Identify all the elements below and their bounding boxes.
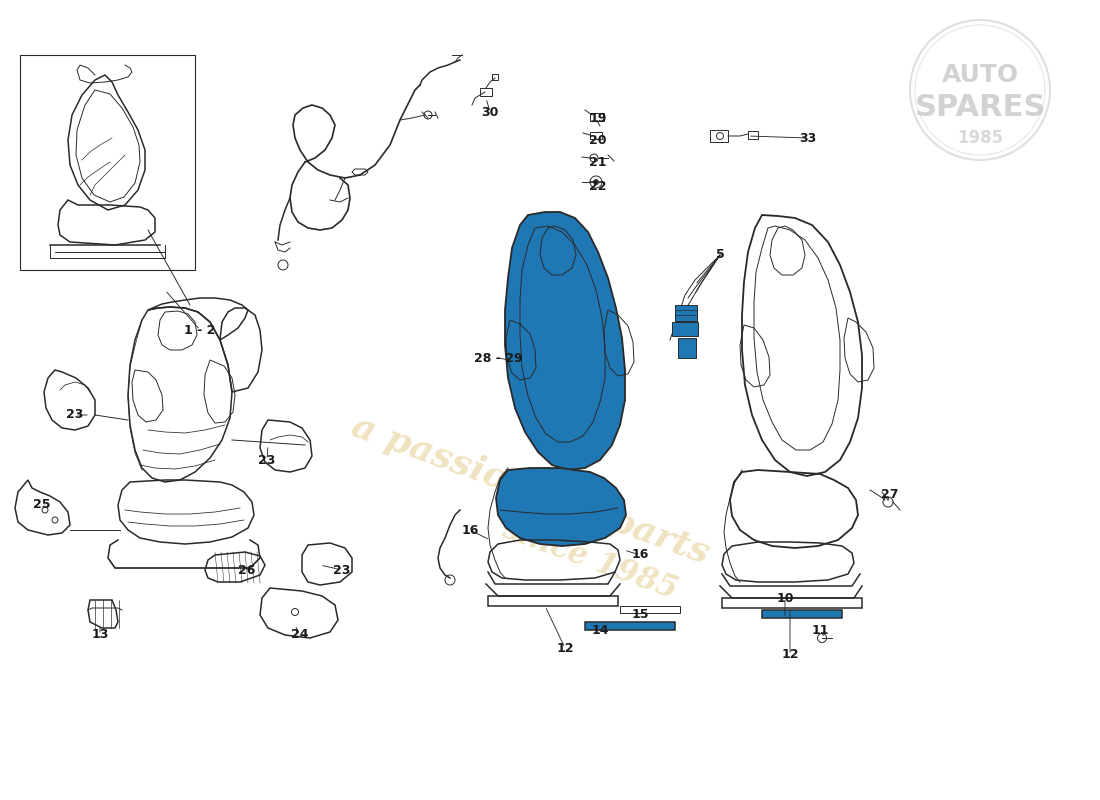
Text: 25: 25	[33, 498, 51, 511]
Text: 24: 24	[292, 629, 309, 642]
Polygon shape	[505, 212, 625, 470]
Text: 26: 26	[239, 563, 255, 577]
Bar	[492, 74, 498, 80]
Text: 14: 14	[592, 623, 608, 637]
Text: 19: 19	[590, 111, 607, 125]
Text: 10: 10	[777, 591, 794, 605]
Text: 1 - 2: 1 - 2	[185, 323, 216, 337]
Bar	[710, 130, 728, 142]
Text: 11: 11	[812, 623, 828, 637]
Text: since 1985: since 1985	[498, 514, 682, 606]
Bar	[722, 598, 862, 608]
Text: 27: 27	[881, 489, 899, 502]
Polygon shape	[496, 468, 626, 546]
Text: 23: 23	[333, 563, 351, 577]
Text: 21: 21	[590, 157, 607, 170]
Text: 23: 23	[66, 409, 84, 422]
Text: 12: 12	[557, 642, 574, 654]
Text: 28 - 29: 28 - 29	[474, 351, 522, 365]
Bar	[678, 338, 696, 358]
Bar	[585, 622, 675, 630]
Bar	[488, 596, 618, 606]
Text: 12: 12	[781, 649, 799, 662]
Text: 33: 33	[800, 131, 816, 145]
Text: 20: 20	[590, 134, 607, 146]
Bar	[590, 132, 602, 139]
Text: AUTO: AUTO	[942, 63, 1019, 87]
Text: 16: 16	[461, 523, 478, 537]
Text: 15: 15	[631, 607, 649, 621]
Text: 30: 30	[482, 106, 498, 118]
Text: SPARES: SPARES	[914, 94, 1046, 122]
Bar	[675, 305, 697, 321]
Bar	[590, 113, 604, 121]
Text: 16: 16	[631, 549, 649, 562]
Text: 13: 13	[91, 629, 109, 642]
Text: a passion for parts: a passion for parts	[346, 410, 714, 570]
Bar	[672, 322, 698, 336]
Bar	[480, 88, 492, 96]
Text: 22: 22	[590, 181, 607, 194]
Text: 23: 23	[258, 454, 276, 466]
Circle shape	[594, 179, 598, 185]
Bar	[762, 610, 842, 618]
Text: 1985: 1985	[957, 129, 1003, 147]
Text: 5: 5	[716, 249, 725, 262]
Bar	[620, 606, 680, 613]
Bar	[748, 131, 758, 139]
